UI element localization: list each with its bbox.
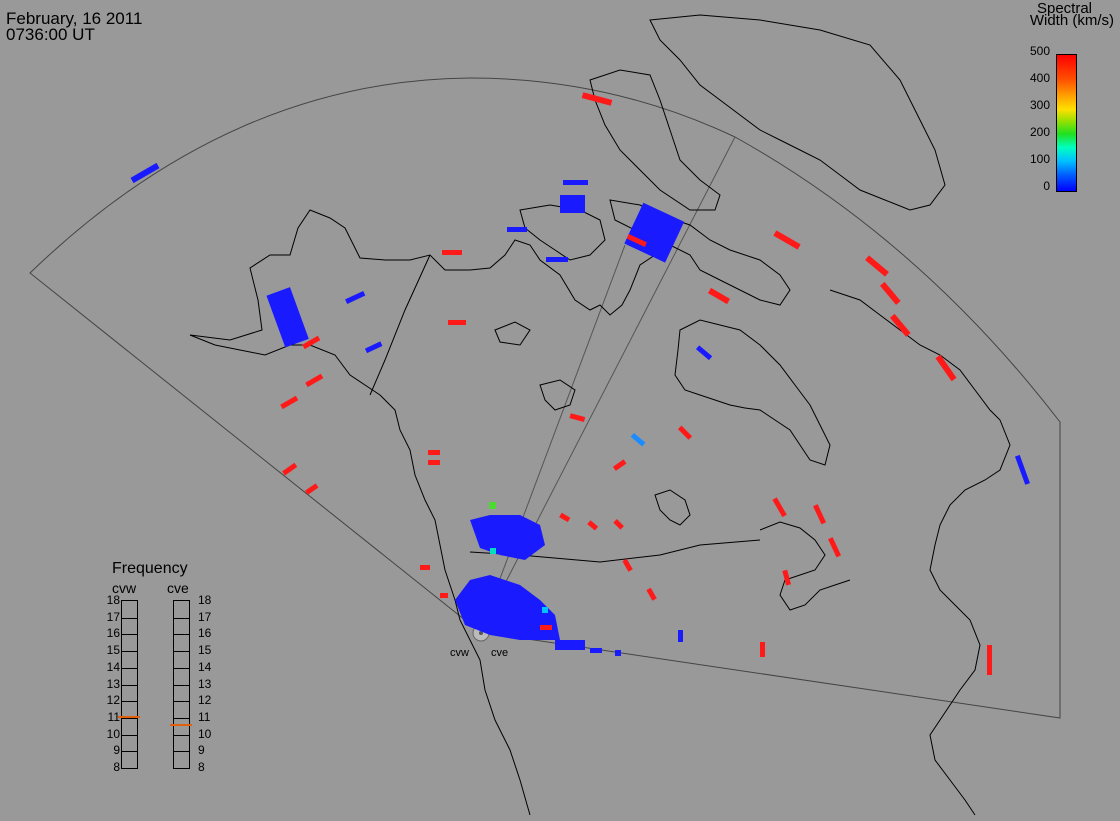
radar-label-cve: cve	[491, 647, 509, 659]
color-scale-bar	[1056, 54, 1077, 192]
frequency-gauge-divider	[122, 651, 137, 653]
frequency-gauge-divider	[174, 634, 189, 636]
frequency-tick-left: 8	[113, 760, 120, 774]
mid-width-echoes	[489, 502, 548, 613]
frequency-gauge-divider	[122, 734, 137, 736]
frequency-tick-right: 16	[198, 626, 212, 641]
frequency-gauge-cvw	[121, 600, 138, 769]
frequency-radar-label-cvw: cvw	[112, 580, 137, 596]
frequency-gauge-divider	[174, 734, 189, 736]
scale-title-line1: Spectral	[1036, 0, 1092, 17]
frequency-gauge-divider	[174, 684, 189, 686]
frequency-gauge-divider	[122, 701, 137, 703]
frequency-tick-left: 17	[106, 609, 120, 624]
frequency-title: Frequency	[112, 560, 188, 577]
scale-tick: 0	[1043, 179, 1050, 193]
frequency-tick-left: 11	[107, 709, 120, 724]
radar-label-cvw: cvw	[450, 647, 469, 659]
frequency-tick-left: 10	[106, 726, 120, 741]
frequency-gauge-divider	[174, 751, 189, 753]
frequency-gauge-divider	[122, 684, 137, 686]
scale-tick: 500	[1029, 44, 1050, 58]
frequency-tick-left: 18	[106, 593, 120, 607]
frequency-gauge-divider	[122, 667, 137, 669]
frequency-gauge-divider	[122, 717, 137, 719]
frequency-gauge-divider	[174, 617, 189, 619]
frequency-tick-right: 17	[198, 609, 212, 624]
coastlines	[189, 14, 1011, 816]
time-label: 0736:00 UT	[6, 25, 95, 44]
scale-tick: 100	[1029, 152, 1050, 166]
frequency-gauge-divider	[122, 634, 137, 636]
frequency-tick-right: 13	[198, 676, 212, 691]
frequency-tick-right: 10	[198, 726, 212, 741]
frequency-tick-left: 15	[106, 643, 120, 658]
radar-site-dot	[479, 631, 483, 635]
frequency-tick-left: 14	[106, 659, 120, 674]
frequency-gauge-divider	[122, 751, 137, 753]
scale-title-line2: Width (km/s)	[1029, 12, 1114, 29]
frequency-tick-right: 8	[198, 760, 205, 774]
beam-line	[479, 244, 626, 633]
date-label: February, 16 2011	[6, 9, 143, 28]
frequency-tick-right: 15	[198, 643, 212, 658]
scale-tick: 200	[1029, 125, 1050, 139]
frequency-tick-right: 11	[198, 709, 211, 724]
frequency-tick-right: 12	[198, 693, 212, 708]
scale-tick: 300	[1029, 98, 1050, 112]
frequency-tick-left: 12	[106, 693, 120, 708]
frequency-gauge-divider	[174, 701, 189, 703]
fov-outline	[29, 77, 1061, 719]
high-width-echoes	[280, 92, 992, 675]
frequency-tick-left: 9	[113, 743, 120, 758]
frequency-gauge-divider	[174, 651, 189, 653]
frequency-gauge-divider	[174, 667, 189, 669]
frequency-tick-right: 18	[198, 593, 212, 607]
frequency-tick-left: 13	[106, 676, 120, 691]
frequency-tick-right: 9	[198, 743, 205, 758]
frequency-gauge-divider	[174, 717, 189, 719]
frequency-radar-label-cve: cve	[167, 580, 189, 596]
low-width-echoes	[130, 162, 1030, 656]
scale-tick: 400	[1029, 71, 1050, 85]
frequency-tick-right: 14	[198, 659, 212, 674]
frequency-tick-left: 16	[106, 626, 120, 641]
frequency-marker-cvw	[118, 715, 140, 718]
frequency-gauge-divider	[122, 617, 137, 619]
frequency-gauge-cve	[173, 600, 190, 769]
frequency-marker-cve	[170, 724, 192, 727]
